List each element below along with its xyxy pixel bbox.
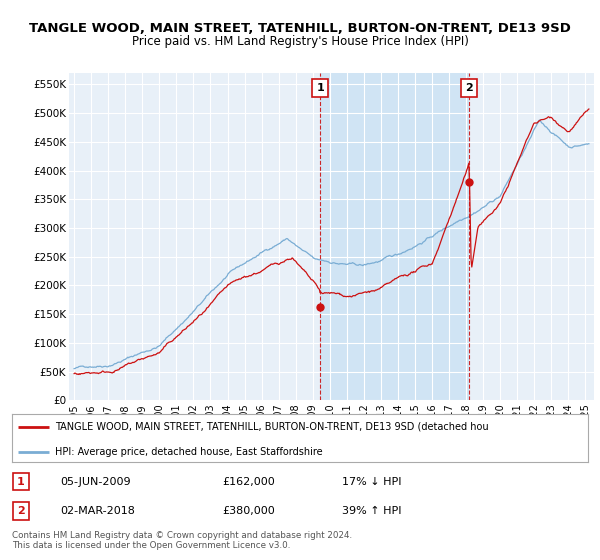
Text: 1: 1 [316, 83, 324, 92]
Text: TANGLE WOOD, MAIN STREET, TATENHILL, BURTON-ON-TRENT, DE13 9SD: TANGLE WOOD, MAIN STREET, TATENHILL, BUR… [29, 22, 571, 35]
Text: Price paid vs. HM Land Registry's House Price Index (HPI): Price paid vs. HM Land Registry's House … [131, 35, 469, 48]
Text: £380,000: £380,000 [222, 506, 275, 516]
Text: 05-JUN-2009: 05-JUN-2009 [60, 477, 131, 487]
Text: 39% ↑ HPI: 39% ↑ HPI [342, 506, 401, 516]
Text: £162,000: £162,000 [222, 477, 275, 487]
Text: 1: 1 [17, 477, 25, 487]
Text: 2: 2 [465, 83, 473, 92]
Bar [320, 73, 469, 400]
Text: Contains HM Land Registry data © Crown copyright and database right 2024.
This d: Contains HM Land Registry data © Crown c… [12, 530, 352, 550]
Text: TANGLE WOOD, MAIN STREET, TATENHILL, BURTON-ON-TRENT, DE13 9SD (detached hou: TANGLE WOOD, MAIN STREET, TATENHILL, BUR… [55, 422, 489, 432]
Text: 2: 2 [17, 506, 25, 516]
Text: 17% ↓ HPI: 17% ↓ HPI [342, 477, 401, 487]
Text: 02-MAR-2018: 02-MAR-2018 [60, 506, 135, 516]
Text: HPI: Average price, detached house, East Staffordshire: HPI: Average price, detached house, East… [55, 446, 323, 456]
